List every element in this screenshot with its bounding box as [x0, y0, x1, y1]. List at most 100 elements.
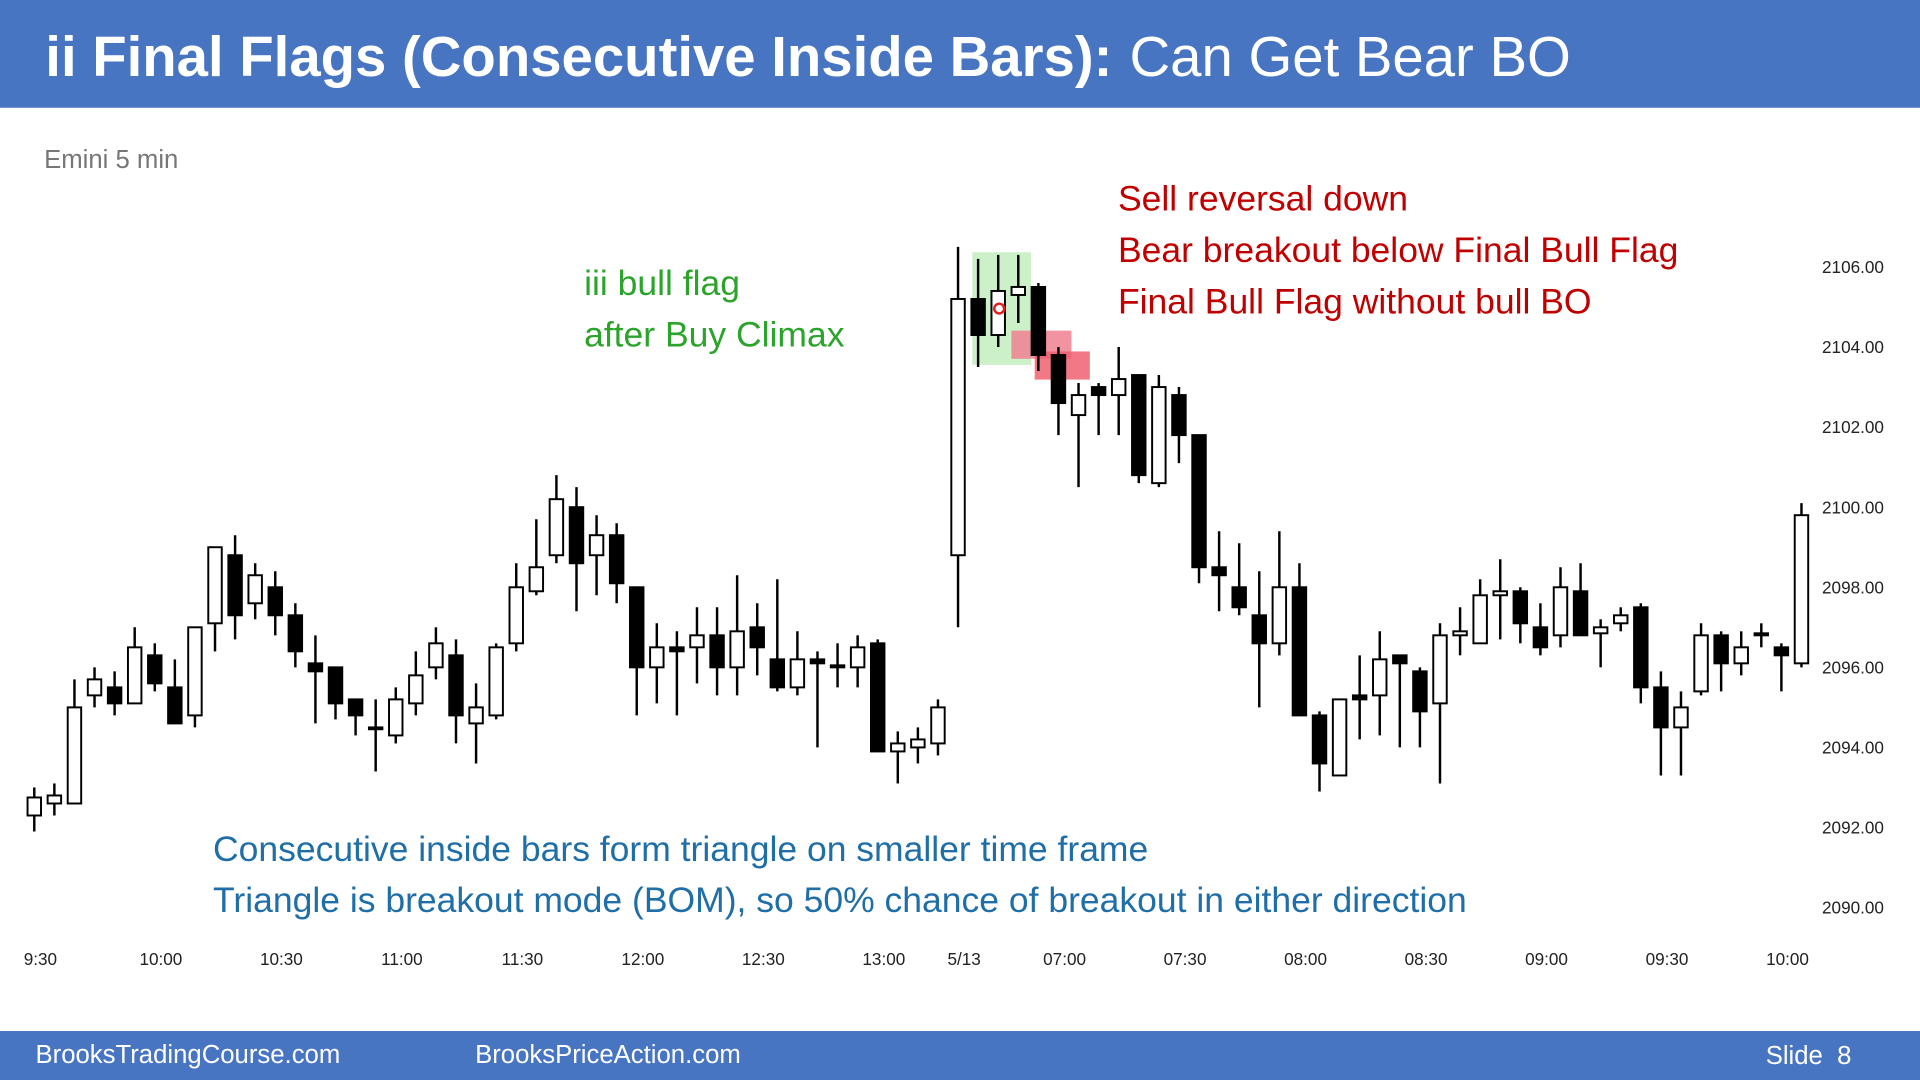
candle-body: [1412, 670, 1428, 713]
annotation: Final Bull Flag without bull BO: [1118, 281, 1592, 321]
candle-body: [548, 498, 565, 557]
candle-body: [367, 726, 384, 731]
candle-body: [1592, 626, 1609, 635]
candle-body: [1271, 586, 1288, 645]
candle-body: [588, 534, 605, 557]
annotation: iii bull flag: [584, 263, 740, 303]
header-bar: [0, 0, 1920, 108]
candle-body: [709, 634, 725, 669]
x-tick-label: 07:30: [1164, 949, 1207, 969]
marker-dot: [993, 302, 1006, 315]
candle-body: [1532, 626, 1549, 649]
candle-body: [689, 634, 705, 649]
candle-body: [1191, 434, 1207, 569]
x-tick-label: 08:30: [1405, 949, 1448, 969]
candle-body: [1613, 614, 1629, 625]
x-tick-label: 09:30: [1646, 949, 1689, 969]
candle-body: [227, 554, 243, 617]
candle-body: [1773, 646, 1790, 657]
candle-body: [869, 642, 886, 753]
candle-body: [1311, 714, 1328, 765]
x-tick-label: 10:00: [139, 949, 182, 969]
candle-body: [829, 664, 846, 669]
candle-body: [167, 686, 183, 725]
candle-body: [1653, 686, 1669, 729]
candle-body: [126, 646, 143, 705]
candle-body: [1512, 590, 1529, 625]
candle-body: [106, 686, 123, 705]
candle-body: [1753, 632, 1770, 637]
candle-body: [1633, 606, 1649, 689]
y-tick-label: 2100.00: [1822, 497, 1884, 517]
candle-body: [287, 614, 304, 653]
x-tick-label: 5/13: [947, 949, 980, 969]
candle-body: [1733, 646, 1749, 665]
candle-body: [749, 626, 765, 649]
footer-bar: [0, 1031, 1920, 1080]
candle-body: [1070, 394, 1087, 417]
candle-body: [1090, 386, 1107, 397]
title-rest: Can Get Bear BO: [1130, 25, 1571, 88]
candle-body: [1151, 386, 1167, 485]
x-tick-label: 12:30: [742, 949, 785, 969]
candle-body: [809, 658, 826, 665]
title-bold: ii Final Flags (Consecutive Inside Bars)…: [45, 25, 1112, 88]
candle-body: [1673, 706, 1689, 729]
candle-body: [46, 794, 63, 805]
x-tick-label: 07:00: [1043, 949, 1086, 969]
candle-body: [1432, 634, 1448, 705]
y-tick-label: 2102.00: [1822, 417, 1884, 437]
y-tick-label: 2094.00: [1822, 738, 1884, 758]
candle-body: [1572, 590, 1589, 637]
x-tick-label: 11:00: [381, 949, 423, 969]
candle-body: [307, 662, 324, 673]
annotation: after Buy Climax: [584, 315, 845, 355]
x-tick-label: 10:00: [1766, 949, 1809, 969]
candle-body: [468, 706, 484, 725]
candle-body: [26, 796, 42, 817]
y-tick-label: 2092.00: [1822, 818, 1884, 838]
candle-body: [207, 546, 223, 625]
candle-body: [1251, 614, 1267, 645]
candle-body: [187, 626, 203, 717]
annotation: Sell reversal down: [1118, 179, 1408, 219]
y-tick-label: 2090.00: [1822, 898, 1884, 918]
annotation: Bear breakout below Final Bull Flag: [1118, 230, 1678, 270]
candle-body: [388, 698, 404, 737]
candle-body: [669, 646, 685, 653]
candle-body: [1472, 594, 1488, 645]
candle-body: [327, 666, 344, 705]
candle-body: [147, 654, 163, 685]
candle-body: [950, 297, 966, 557]
candle-body: [448, 654, 464, 717]
candle-body: [849, 646, 866, 669]
footer-left: BrooksTradingCourse.com: [36, 1041, 341, 1069]
x-tick-label: 12:00: [621, 949, 664, 969]
candle-body: [1231, 586, 1247, 609]
candle-body: [930, 706, 946, 745]
annotation: Consecutive inside bars form triangle on…: [213, 829, 1148, 869]
candle-body: [66, 706, 83, 805]
chart-subtitle: Emini 5 min: [44, 146, 178, 174]
candle-body: [1392, 654, 1408, 665]
y-tick-label: 2106.00: [1822, 257, 1884, 277]
candle-body: [528, 566, 545, 593]
y-tick-label: 2098.00: [1822, 577, 1884, 597]
candle-body: [247, 574, 263, 605]
candle-body: [789, 658, 806, 689]
candle-body: [1351, 694, 1368, 701]
candle-body: [970, 297, 986, 336]
candle-body: [1291, 586, 1308, 717]
candle-body: [629, 586, 645, 669]
candle-body: [1010, 285, 1026, 296]
candle-body: [890, 742, 906, 753]
candle-body: [1492, 590, 1508, 597]
candle-body: [568, 506, 585, 565]
x-tick-label: 11:30: [502, 949, 544, 969]
y-tick-label: 2096.00: [1822, 657, 1884, 677]
candle-body: [1452, 630, 1468, 637]
candle-body: [1372, 658, 1388, 697]
candle-body: [910, 738, 926, 749]
